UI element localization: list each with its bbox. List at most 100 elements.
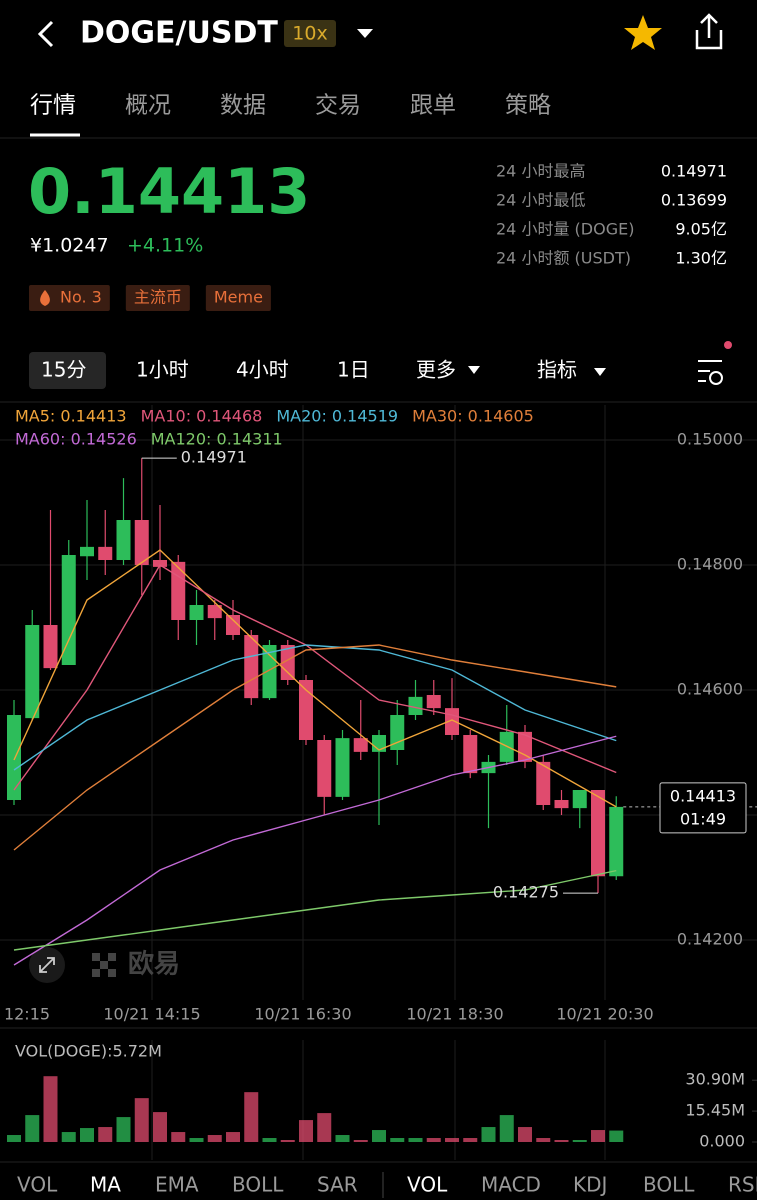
candle-body bbox=[536, 761, 551, 805]
candle-body bbox=[80, 546, 94, 557]
indicator-tab[interactable]: KDJ bbox=[573, 1173, 607, 1197]
price-tag: 0.14413 bbox=[670, 786, 736, 805]
stat-value: 9.05亿 bbox=[675, 220, 727, 239]
legend-entry: MA120: 0.14311 bbox=[151, 430, 283, 449]
pair-title: DOGE/USDT bbox=[80, 16, 278, 51]
volume-bar bbox=[353, 1140, 368, 1142]
candle-body bbox=[7, 715, 21, 800]
candle-body bbox=[591, 790, 605, 877]
volume-bar bbox=[7, 1135, 21, 1142]
candle-body bbox=[299, 680, 313, 740]
volume-bar bbox=[43, 1076, 58, 1142]
indicator-menu[interactable]: 指标 bbox=[537, 358, 577, 382]
volume-bar bbox=[609, 1130, 624, 1142]
tab[interactable]: 行情 bbox=[30, 93, 76, 119]
x-tick-label: 10/21 16:30 bbox=[254, 1005, 351, 1024]
x-tick-label: 10/21 14:15 bbox=[103, 1005, 200, 1024]
ma-line bbox=[13, 869, 617, 951]
indicator-tab[interactable]: SAR bbox=[317, 1173, 358, 1197]
expand-icon bbox=[39, 957, 55, 973]
stat-label: 24 小时额 (USDT) bbox=[496, 249, 631, 268]
favorite-star[interactable] bbox=[624, 15, 662, 50]
indicator-tab[interactable]: VOL bbox=[17, 1173, 58, 1197]
volume-bar bbox=[554, 1140, 569, 1142]
tab[interactable]: 交易 bbox=[315, 93, 361, 119]
candle-body bbox=[153, 560, 167, 567]
stat-label: 24 小时量 (DOGE) bbox=[496, 220, 634, 239]
timeframe[interactable]: 1小时 bbox=[136, 358, 189, 382]
volume-bar bbox=[536, 1138, 551, 1142]
candle-body bbox=[226, 615, 240, 635]
ma-line bbox=[13, 735, 617, 966]
tag: Meme bbox=[214, 288, 263, 307]
volume-tick-label: 15.45M bbox=[685, 1101, 745, 1120]
volume-bar bbox=[372, 1130, 386, 1142]
legend-entry: MA30: 0.14605 bbox=[412, 407, 534, 426]
notification-dot bbox=[724, 341, 732, 349]
pair-dropdown[interactable] bbox=[357, 29, 373, 38]
volume-bar bbox=[153, 1112, 167, 1142]
y-tick-label: 0.15000 bbox=[677, 430, 743, 449]
volume-bar bbox=[116, 1117, 131, 1142]
indicator-tab[interactable]: MA bbox=[90, 1173, 121, 1197]
leverage-badge bbox=[284, 20, 336, 47]
indicator-tab[interactable]: VOL bbox=[407, 1173, 448, 1197]
tag: 主流币 bbox=[134, 288, 182, 307]
tab[interactable]: 数据 bbox=[220, 93, 266, 119]
volume-bar bbox=[426, 1138, 441, 1142]
more-timeframes[interactable]: 更多 bbox=[416, 358, 456, 382]
timeframe[interactable]: 15分 bbox=[41, 358, 86, 382]
indicator-tab[interactable]: MACD bbox=[481, 1173, 541, 1197]
candle-body bbox=[98, 546, 113, 560]
volume-bar bbox=[518, 1127, 532, 1142]
candle-body bbox=[554, 800, 569, 809]
leverage[interactable]: 10x bbox=[292, 23, 327, 45]
share-button[interactable] bbox=[695, 13, 723, 50]
volume-bar bbox=[134, 1098, 149, 1142]
candle-body bbox=[244, 635, 259, 699]
stat-value: 0.14971 bbox=[661, 162, 727, 181]
volume-bar bbox=[207, 1135, 222, 1142]
tab[interactable]: 概况 bbox=[125, 93, 171, 119]
chart-settings[interactable] bbox=[698, 360, 723, 385]
tab[interactable]: 策略 bbox=[505, 93, 551, 119]
volume-bar bbox=[98, 1127, 113, 1142]
y-tick-label: 0.14600 bbox=[677, 680, 743, 699]
candle-body bbox=[463, 735, 478, 774]
legend-entry: MA10: 0.14468 bbox=[141, 407, 263, 426]
stat-value: 1.30亿 bbox=[675, 249, 727, 268]
timeframe[interactable]: 4小时 bbox=[236, 358, 289, 382]
legend-entry: MA5: 0.14413 bbox=[15, 407, 127, 426]
stat-value: 0.13699 bbox=[661, 191, 727, 210]
candle-body bbox=[426, 695, 441, 709]
volume-bar bbox=[445, 1138, 459, 1142]
tag-bg bbox=[205, 285, 271, 311]
timeframe[interactable]: 1日 bbox=[337, 358, 370, 382]
volume-bar bbox=[189, 1138, 204, 1142]
high-label: 0.14971 bbox=[181, 448, 247, 467]
indicator-tab[interactable]: EMA bbox=[155, 1173, 199, 1197]
candle-body bbox=[134, 520, 149, 565]
volume-bar bbox=[226, 1132, 240, 1142]
x-tick-label: 10/21 18:30 bbox=[406, 1005, 503, 1024]
tab[interactable]: 跟单 bbox=[410, 93, 456, 119]
volume-tick-label: 30.90M bbox=[685, 1070, 745, 1089]
candle-body bbox=[609, 806, 624, 877]
back-button[interactable] bbox=[37, 20, 54, 48]
candle-body bbox=[353, 738, 368, 752]
legend-entry: MA60: 0.14526 bbox=[15, 430, 137, 449]
indicator-tab[interactable]: RSI bbox=[728, 1173, 757, 1197]
volume-bar bbox=[171, 1132, 186, 1142]
volume-label: VOL(DOGE):5.72M bbox=[15, 1042, 162, 1061]
countdown: 01:49 bbox=[680, 809, 726, 828]
cny-price: ¥1.0247 bbox=[30, 235, 109, 257]
candle-body bbox=[116, 520, 131, 560]
stat-label: 24 小时最高 bbox=[496, 162, 585, 181]
volume-bar bbox=[463, 1138, 478, 1142]
indicator-tab[interactable]: BOLL bbox=[643, 1173, 695, 1197]
candle-body bbox=[25, 625, 40, 719]
price-tag-box bbox=[659, 782, 747, 834]
indicator-tab[interactable]: BOLL bbox=[232, 1173, 284, 1197]
candle-body bbox=[43, 625, 58, 669]
